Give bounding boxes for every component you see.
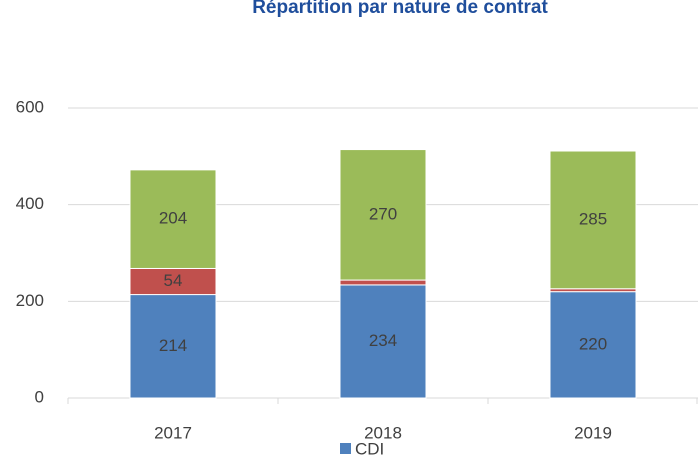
data-label: 220 xyxy=(579,334,607,353)
data-label: 270 xyxy=(369,204,397,223)
legend-label: CDI xyxy=(355,439,384,458)
x-tick-label: 2017 xyxy=(154,423,192,442)
y-tick-label: 400 xyxy=(16,194,44,213)
bar-segment xyxy=(129,294,217,399)
data-label: 214 xyxy=(159,336,187,355)
y-tick-label: 200 xyxy=(16,291,44,310)
data-label: 234 xyxy=(369,331,397,350)
bar-segment xyxy=(129,267,217,296)
data-label: 285 xyxy=(579,209,607,228)
y-tick-label: 600 xyxy=(16,97,44,116)
y-tick-label: 0 xyxy=(35,387,44,406)
x-tick-label: 2018 xyxy=(364,423,402,442)
x-tick-label: 2019 xyxy=(574,423,612,442)
bar-segment xyxy=(339,284,427,399)
data-label: 204 xyxy=(159,209,187,228)
bar-segment xyxy=(549,150,637,290)
bar-segment xyxy=(129,169,217,269)
bar-segment xyxy=(549,291,637,399)
chart-title: Répartition par nature de contrat xyxy=(252,0,548,18)
bar-segment xyxy=(339,149,427,281)
data-label: 54 xyxy=(164,271,183,290)
legend-swatch xyxy=(340,443,351,454)
bar-segment xyxy=(339,279,427,286)
